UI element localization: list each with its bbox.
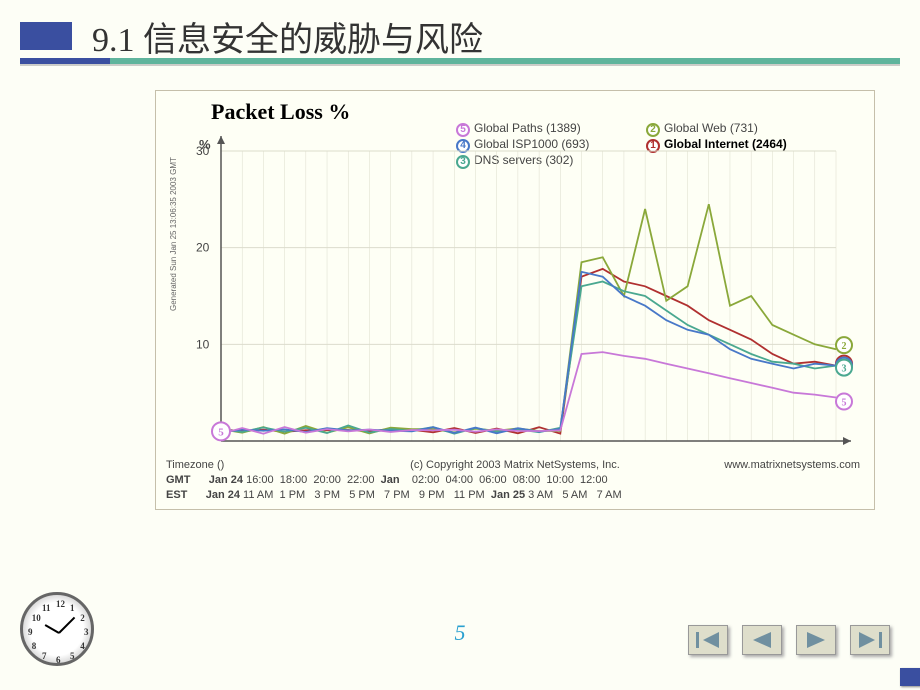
- title-underline: [20, 58, 900, 64]
- nav-first-button[interactable]: [688, 625, 728, 655]
- clock-icon: 121234567891011: [20, 592, 94, 666]
- title-bullet-square: [20, 22, 72, 50]
- nav-buttons: [688, 625, 890, 655]
- svg-text:20: 20: [196, 241, 210, 255]
- svg-text:%: %: [199, 137, 211, 152]
- svg-text:10: 10: [196, 337, 210, 351]
- slide-title-bar: 9.1 信息安全的威胁与风险: [20, 12, 900, 60]
- svg-text:5: 5: [842, 398, 847, 409]
- nav-next-button[interactable]: [796, 625, 836, 655]
- nav-prev-button[interactable]: [742, 625, 782, 655]
- nav-last-button[interactable]: [850, 625, 890, 655]
- svg-text:2: 2: [842, 341, 847, 352]
- stop-button[interactable]: [900, 668, 920, 686]
- timezone-block: Timezone () GMT Jan 24 16:00 18:00 20:00…: [166, 458, 631, 503]
- svg-text:3: 3: [842, 364, 847, 375]
- slide-title: 9.1 信息安全的威胁与风险: [92, 12, 483, 61]
- svg-text:Generated Sun Jan 25 13:06:35: Generated Sun Jan 25 13:06:35 2003 GMT: [169, 157, 178, 311]
- chart-website: www.matrixnetsystems.com: [724, 459, 860, 471]
- packet-loss-chart: Packet Loss % 5Global Paths (1389) 4Glob…: [155, 90, 875, 510]
- chart-svg: 102030%Generated Sun Jan 25 13:06:35 200…: [156, 91, 876, 511]
- svg-text:5: 5: [218, 426, 224, 438]
